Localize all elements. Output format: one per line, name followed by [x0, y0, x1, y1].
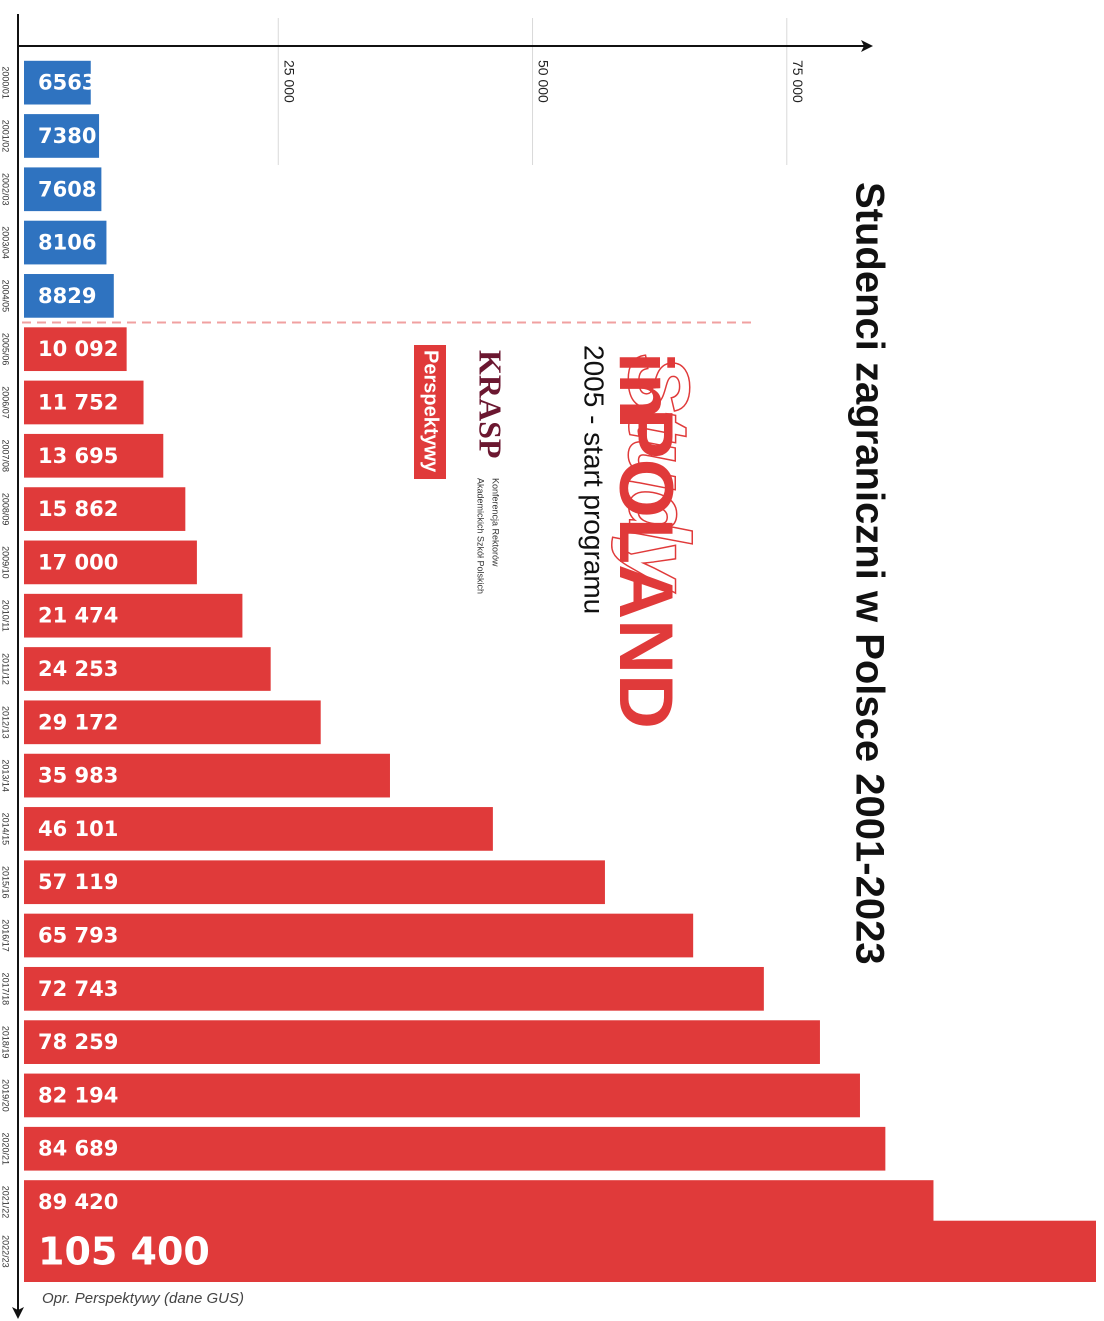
value-label: 17 000	[38, 550, 118, 574]
category-label: 2005/06	[1, 333, 11, 366]
x-tick-label: 25 000	[281, 60, 297, 103]
krasp-text: KRASP	[473, 350, 509, 458]
category-label: 2015/16	[1, 866, 11, 899]
logo-study-text: Study	[612, 355, 706, 593]
value-label: 7380	[38, 124, 96, 148]
category-label: 2022/23	[1, 1235, 11, 1268]
category-label: 2013/14	[1, 759, 11, 792]
value-label: 72 743	[38, 977, 118, 1001]
value-label: 7608	[38, 177, 96, 201]
category-label: 2016/17	[1, 919, 11, 952]
x-tick-label: 50 000	[536, 60, 552, 103]
value-label: 21 474	[38, 604, 118, 628]
x-tick-labels: 25 000 50 000 75 000	[281, 60, 806, 103]
logo-in-text: in	[603, 352, 688, 420]
bar	[24, 540, 197, 585]
perspektywy-logo-text: Perspektywy	[420, 350, 442, 473]
value-label: 29 172	[38, 710, 118, 734]
chart-title: Studenci zagraniczni w Polsce 2001-2023	[847, 182, 891, 965]
category-label: 2001/02	[1, 120, 11, 153]
bar	[24, 1126, 886, 1171]
value-label: 82 194	[38, 1083, 118, 1107]
category-label: 2007/08	[1, 440, 11, 473]
value-label: 78 259	[38, 1030, 118, 1054]
value-label: 6563	[38, 71, 96, 95]
category-label: 2011/12	[1, 653, 11, 685]
value-label: 15 862	[38, 497, 118, 521]
category-label: 2012/13	[1, 706, 11, 739]
value-label: 57 119	[38, 870, 118, 894]
value-label: 11 752	[38, 390, 118, 414]
category-label: 2021/22	[1, 1186, 11, 1219]
value-label: 13 695	[38, 444, 118, 468]
bar	[24, 274, 114, 318]
x-tick-label: 75 000	[790, 60, 806, 103]
category-label: 2000/01	[1, 66, 11, 99]
category-label: 2018/19	[1, 1026, 11, 1059]
category-label: 2019/20	[1, 1079, 11, 1112]
bar	[24, 1180, 934, 1224]
value-label: 89 420	[38, 1190, 118, 1214]
category-label: 2003/04	[1, 226, 11, 259]
bar	[24, 433, 164, 478]
category-label: 2002/03	[1, 173, 11, 206]
krasp-subtitle-2: Akademickich Szkół Polskich	[476, 478, 486, 594]
bar	[24, 220, 107, 265]
category-label: 2006/07	[1, 386, 11, 419]
bar	[24, 700, 321, 745]
bar	[24, 1220, 1096, 1282]
value-label: 84 689	[38, 1137, 118, 1161]
bar	[24, 1073, 860, 1118]
program-start-label: 2005 - start programu	[579, 345, 610, 614]
bars	[24, 60, 1096, 1282]
krasp-subtitle-1: Konferencja Rektorów	[491, 478, 501, 567]
bar	[24, 593, 243, 638]
bar	[24, 114, 100, 158]
bar	[24, 327, 127, 372]
value-label: 8829	[38, 284, 96, 308]
value-label: 10 092	[38, 337, 118, 361]
bar	[24, 380, 144, 425]
value-label: 46 101	[38, 817, 118, 841]
bar	[24, 1020, 820, 1064]
study-in-poland-logo: Study in POLAND	[603, 352, 707, 729]
bar	[24, 860, 605, 905]
krasp-logo: KRASP Konferencja Rektorów Akademickich …	[473, 350, 509, 594]
source-note: Opr. Perspektywy (dane GUS)	[42, 1290, 244, 1307]
bar	[24, 807, 493, 851]
perspektywy-logo: Perspektywy	[414, 345, 446, 479]
category-label: 2017/18	[1, 973, 11, 1006]
logo-poland-text: POLAND	[603, 408, 688, 729]
value-label: 35 983	[38, 764, 118, 788]
bar	[24, 167, 102, 212]
value-label: 65 793	[38, 924, 118, 948]
category-label: 2004/05	[1, 280, 11, 313]
category-label: 2010/11	[1, 600, 11, 632]
category-label: 2009/10	[1, 546, 11, 579]
bar	[24, 753, 390, 798]
value-label: 105 400	[38, 1229, 210, 1273]
value-labels: 6563 7380 7608 8106 8829 10 092 11 752 13 695 15…	[38, 71, 210, 1274]
value-label: 8106	[38, 231, 96, 255]
bar	[24, 487, 186, 531]
bar	[24, 966, 764, 1011]
category-label: 2014/15	[1, 813, 11, 846]
value-label: 24 253	[38, 657, 118, 681]
perspektywy-logo-box	[414, 345, 446, 479]
category-label: 2008/09	[1, 493, 11, 526]
category-label: 2020/21	[1, 1132, 11, 1165]
gridlines	[277, 18, 788, 165]
bar	[24, 913, 694, 958]
category-labels: 2000/01 2001/02 2002/03 2003/04 2004/05 2005/…	[1, 66, 11, 1267]
bar	[24, 60, 91, 105]
bar	[24, 647, 271, 691]
